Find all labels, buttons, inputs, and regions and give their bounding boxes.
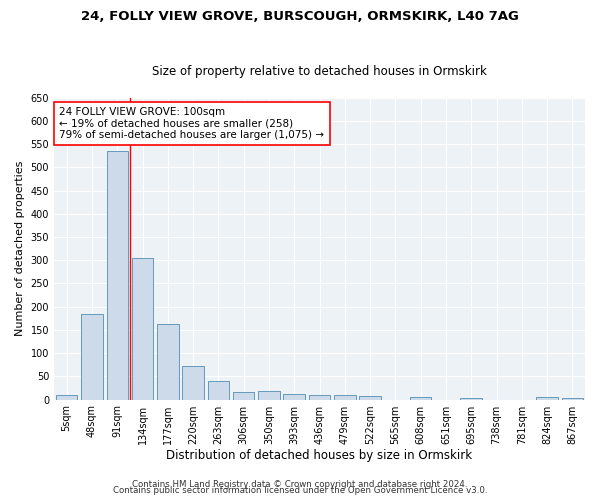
X-axis label: Distribution of detached houses by size in Ormskirk: Distribution of detached houses by size … (166, 450, 473, 462)
Y-axis label: Number of detached properties: Number of detached properties (15, 161, 25, 336)
Bar (334, 395, 356, 400)
Bar (258, 391, 280, 400)
Bar (107, 151, 128, 400)
Bar (182, 366, 204, 400)
Bar (536, 398, 558, 400)
Text: Contains HM Land Registry data © Crown copyright and database right 2024.: Contains HM Land Registry data © Crown c… (132, 480, 468, 489)
Bar (132, 258, 153, 400)
Bar (359, 396, 381, 400)
Bar (157, 324, 179, 400)
Text: 24, FOLLY VIEW GROVE, BURSCOUGH, ORMSKIRK, L40 7AG: 24, FOLLY VIEW GROVE, BURSCOUGH, ORMSKIR… (81, 10, 519, 23)
Bar (562, 398, 583, 400)
Bar (410, 397, 431, 400)
Bar (56, 396, 77, 400)
Text: 24 FOLLY VIEW GROVE: 100sqm
← 19% of detached houses are smaller (258)
79% of se: 24 FOLLY VIEW GROVE: 100sqm ← 19% of det… (59, 107, 325, 140)
Bar (208, 380, 229, 400)
Text: Contains public sector information licensed under the Open Government Licence v3: Contains public sector information licen… (113, 486, 487, 495)
Bar (460, 398, 482, 400)
Bar (81, 314, 103, 400)
Bar (309, 395, 330, 400)
Title: Size of property relative to detached houses in Ormskirk: Size of property relative to detached ho… (152, 66, 487, 78)
Bar (233, 392, 254, 400)
Bar (283, 394, 305, 400)
